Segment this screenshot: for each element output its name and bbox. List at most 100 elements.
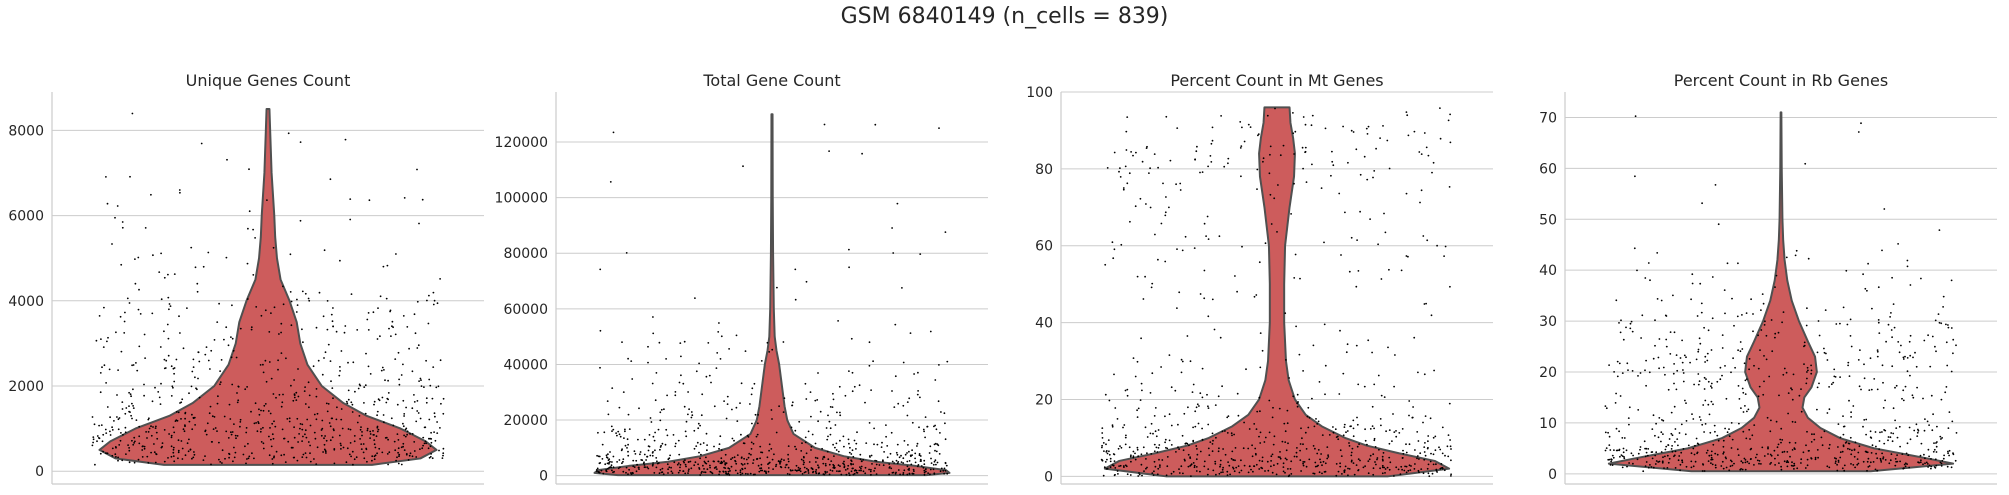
data-point (1719, 366, 1722, 369)
data-point (373, 400, 376, 403)
data-point (1208, 454, 1211, 456)
data-point (416, 347, 419, 349)
data-point (131, 402, 133, 405)
data-point (1269, 153, 1271, 156)
data-point (1407, 469, 1410, 472)
data-point (124, 426, 127, 429)
data-point (911, 472, 914, 475)
data-point (1194, 158, 1196, 161)
data-point (811, 468, 814, 471)
data-point (1282, 470, 1285, 473)
data-point (1820, 436, 1823, 439)
y-tick-label: 80 (1035, 162, 1053, 178)
data-point (1744, 468, 1747, 471)
data-point (192, 456, 195, 459)
data-point (1402, 452, 1405, 455)
data-point (1857, 131, 1860, 133)
data-point (690, 467, 693, 470)
data-point (1874, 468, 1877, 471)
data-point (1189, 457, 1192, 459)
data-point (1264, 470, 1266, 472)
data-point (1207, 165, 1209, 168)
data-point (341, 427, 344, 430)
data-point (1380, 394, 1383, 397)
data-point (163, 429, 166, 431)
data-point (1188, 444, 1190, 447)
data-point (1142, 446, 1145, 449)
data-point (290, 324, 293, 327)
data-point (717, 331, 720, 333)
data-point (1122, 187, 1125, 189)
data-point (1448, 186, 1451, 188)
data-point (1341, 473, 1343, 475)
data-point (138, 288, 140, 291)
data-point (1253, 465, 1255, 467)
data-point (1132, 456, 1135, 459)
data-point (1938, 229, 1941, 232)
data-point (742, 165, 744, 168)
data-point (597, 470, 600, 473)
data-point (1783, 460, 1786, 463)
data-point (875, 473, 878, 475)
data-point (404, 435, 407, 438)
data-point (1214, 460, 1217, 463)
data-point (1348, 442, 1350, 444)
data-point (606, 462, 609, 465)
data-point (204, 455, 206, 457)
data-point (1902, 356, 1905, 359)
data-point (925, 468, 927, 470)
data-point (1896, 454, 1898, 456)
data-point (1405, 192, 1408, 195)
data-point (305, 436, 308, 439)
data-point (425, 397, 428, 400)
data-point (1195, 150, 1198, 153)
data-point (142, 445, 144, 447)
data-point (858, 384, 861, 387)
data-point (1759, 349, 1761, 351)
data-point (1443, 469, 1446, 472)
data-point (828, 420, 831, 423)
data-point (677, 471, 680, 474)
data-point (787, 453, 789, 456)
data-point (155, 431, 158, 434)
data-point (835, 449, 838, 451)
data-point (1756, 453, 1758, 456)
data-point (1906, 357, 1909, 359)
data-point (786, 473, 789, 475)
data-point (302, 341, 304, 344)
data-point (236, 392, 238, 394)
data-point (610, 425, 613, 428)
data-point (855, 471, 858, 474)
data-point (1228, 464, 1231, 467)
data-point (595, 469, 598, 471)
data-point (1656, 252, 1659, 254)
data-point (1681, 461, 1684, 464)
data-point (850, 337, 853, 340)
data-point (1941, 459, 1944, 462)
data-point (202, 265, 205, 268)
data-point (1270, 465, 1272, 468)
data-point (1192, 462, 1195, 464)
data-point (682, 470, 685, 472)
data-point (1878, 332, 1881, 334)
data-point (1201, 367, 1204, 370)
data-point (351, 450, 354, 453)
data-point (134, 440, 136, 443)
data-point (733, 456, 736, 459)
data-point (1619, 395, 1622, 397)
data-point (1841, 450, 1844, 453)
data-point (1312, 344, 1315, 347)
data-point (396, 403, 399, 406)
data-point (362, 443, 365, 445)
data-point (1109, 460, 1112, 463)
data-point (1753, 364, 1755, 367)
data-point (228, 453, 231, 456)
data-point (1447, 119, 1450, 122)
data-point (373, 403, 375, 406)
data-point (1411, 416, 1414, 419)
data-point (934, 442, 937, 445)
data-point (1221, 468, 1224, 471)
data-point (1922, 397, 1924, 400)
data-point (128, 449, 131, 452)
data-point (766, 341, 769, 344)
